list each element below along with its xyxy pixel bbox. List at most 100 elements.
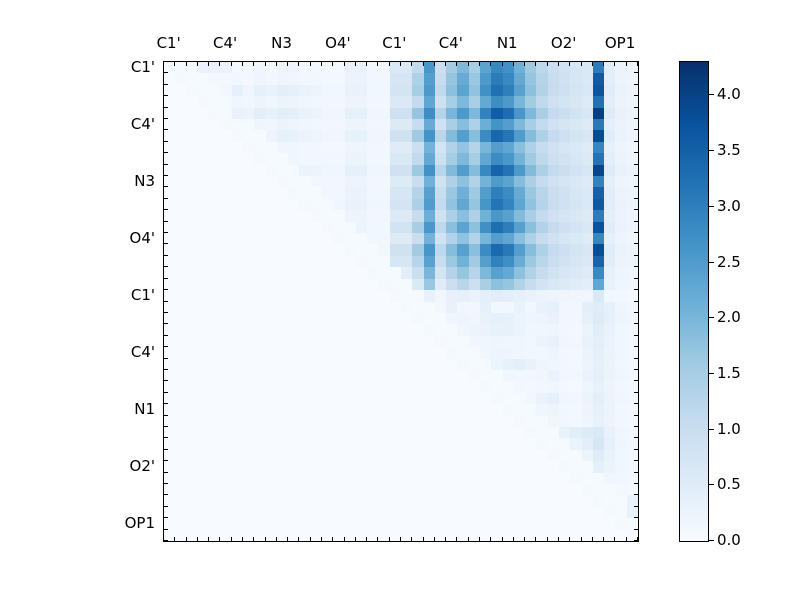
heatmap-cell <box>412 62 424 74</box>
heatmap-cell <box>321 426 334 439</box>
heatmap-cell <box>604 518 616 530</box>
heatmap-cell <box>220 518 232 530</box>
heatmap-cell <box>457 369 469 382</box>
heatmap-cell <box>164 107 176 120</box>
heatmap-cell <box>479 187 492 199</box>
heatmap-cell <box>378 221 390 234</box>
heatmap-cell <box>581 244 593 256</box>
x-tick <box>163 537 164 541</box>
heatmap-cell <box>604 107 616 120</box>
heatmap-cell <box>592 347 605 359</box>
heatmap-cell <box>479 153 492 165</box>
heatmap-cell <box>558 381 571 393</box>
heatmap-cell <box>502 221 514 234</box>
heatmap-cell <box>626 73 638 85</box>
heatmap-cell <box>265 324 277 336</box>
heatmap-cell <box>570 415 582 427</box>
x-tick <box>603 537 605 541</box>
heatmap-cell <box>491 347 503 359</box>
heatmap-cell <box>321 198 334 211</box>
heatmap-cell <box>242 84 255 97</box>
heatmap-cell <box>525 278 537 291</box>
heatmap-cell <box>592 107 605 120</box>
heatmap-cell <box>220 483 232 496</box>
heatmap-cell <box>604 381 616 393</box>
heatmap-cell <box>242 529 255 541</box>
y-tick <box>164 186 168 188</box>
heatmap-cell <box>209 392 221 405</box>
heatmap-cell <box>197 198 210 211</box>
heatmap-cell <box>434 324 447 336</box>
heatmap-cell <box>615 153 627 165</box>
heatmap-cell <box>254 119 266 131</box>
heatmap-cell <box>197 518 210 530</box>
heatmap-cell <box>299 210 311 222</box>
heatmap-cell <box>220 404 232 416</box>
heatmap-cell <box>502 119 514 131</box>
heatmap-cell <box>581 141 593 154</box>
y-tick-label-text: C4' <box>130 114 155 133</box>
colorbar-tick <box>709 94 714 96</box>
heatmap-cell <box>446 73 458 85</box>
x-tick <box>230 62 232 66</box>
heatmap-cell <box>547 233 559 245</box>
heatmap-cell <box>400 392 413 405</box>
heatmap-cell <box>558 301 571 313</box>
heatmap-cell <box>288 255 300 268</box>
heatmap-cell <box>536 255 548 268</box>
heatmap-cell <box>525 164 537 177</box>
heatmap-cell <box>276 210 289 222</box>
heatmap-cell <box>367 472 379 484</box>
heatmap-cell <box>164 84 176 97</box>
x-tick <box>490 62 492 66</box>
heatmap-cell <box>310 472 322 484</box>
heatmap-cell <box>604 449 616 462</box>
heatmap-cell <box>333 221 345 234</box>
y-tick <box>634 186 638 188</box>
heatmap-cell <box>242 176 255 188</box>
heatmap-cell <box>242 301 255 313</box>
heatmap-cell <box>333 426 345 439</box>
heatmap-cell <box>389 198 401 211</box>
y-tick-label: OP1 <box>125 514 185 532</box>
x-tick <box>591 62 593 66</box>
heatmap-cell <box>547 335 559 348</box>
heatmap-cell <box>479 210 492 222</box>
y-tick <box>634 517 638 519</box>
heatmap-cell <box>367 130 379 142</box>
heatmap-cell <box>570 130 582 142</box>
heatmap-cell <box>242 369 255 382</box>
heatmap-cell <box>175 176 187 188</box>
heatmap-cell <box>186 529 198 541</box>
heatmap-cell <box>547 301 559 313</box>
heatmap-cell <box>378 278 390 291</box>
heatmap-cell <box>446 141 458 154</box>
heatmap-cell <box>536 518 548 530</box>
heatmap-cell <box>547 119 559 131</box>
heatmap-cell <box>491 244 503 256</box>
heatmap-cell <box>209 426 221 439</box>
heatmap-cell <box>592 518 605 530</box>
heatmap-cell <box>164 392 176 405</box>
heatmap-cell <box>197 210 210 222</box>
heatmap-cell <box>468 210 480 222</box>
heatmap-cell <box>536 73 548 85</box>
heatmap-cell <box>355 62 368 74</box>
heatmap-cell <box>502 358 514 370</box>
heatmap-cell <box>164 461 176 473</box>
y-tick <box>164 403 168 405</box>
heatmap-cell <box>491 415 503 427</box>
heatmap-cell <box>231 518 243 530</box>
heatmap-cell <box>175 301 187 313</box>
heatmap-cell <box>604 438 616 450</box>
heatmap-cell <box>265 187 277 199</box>
x-tick <box>467 537 469 541</box>
heatmap-cell <box>186 347 198 359</box>
heatmap-cell <box>355 233 368 245</box>
heatmap-cell <box>479 449 492 462</box>
heatmap-cell <box>457 164 469 177</box>
heatmap-cell <box>242 233 255 245</box>
x-tick <box>174 62 176 66</box>
heatmap-cell <box>186 290 198 302</box>
heatmap-cell <box>367 506 379 519</box>
